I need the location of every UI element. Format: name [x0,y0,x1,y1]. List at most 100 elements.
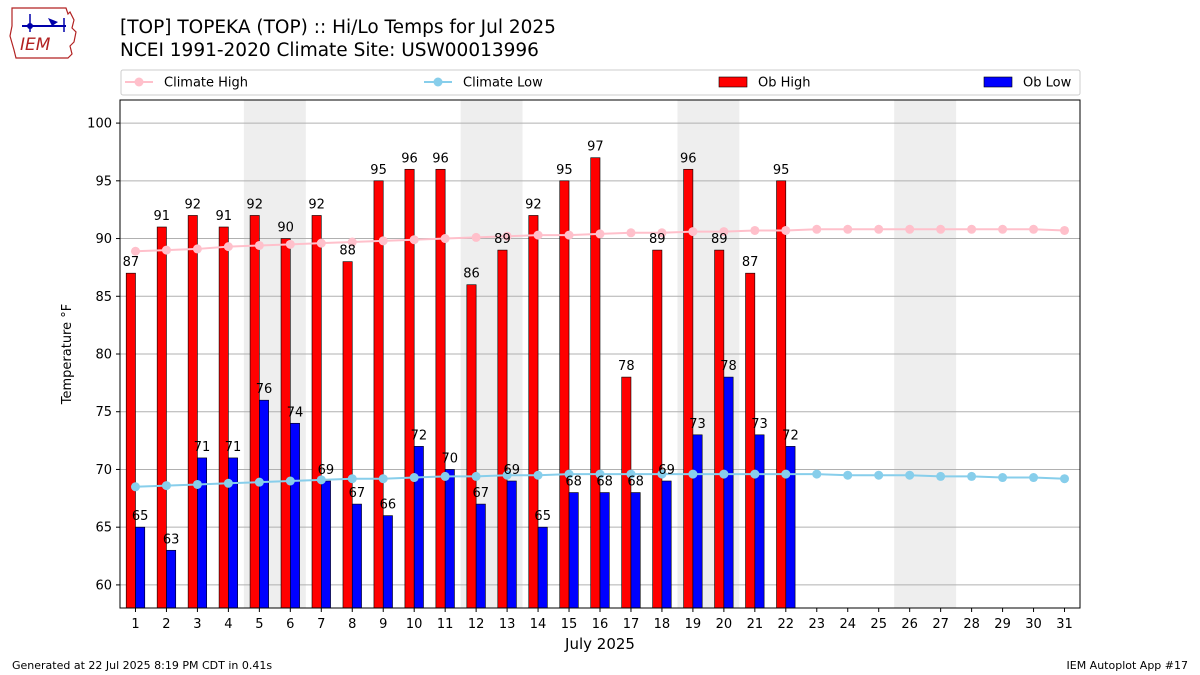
climate-high-point [936,224,946,234]
climate-high-point [626,228,636,238]
climate-low-point [1029,473,1039,483]
ob-high-bar-label: 92 [525,197,542,212]
ob-low-bar [135,526,146,609]
climate-low-point [595,469,605,479]
x-tick-label: 7 [317,617,325,632]
x-tick-label: 3 [193,617,201,632]
climate-high-point [905,224,915,234]
footer-app: IEM Autoplot App #17 [1066,659,1189,672]
ob-low-bar-label: 67 [349,486,366,501]
climate-low-point [843,470,853,480]
climate-low-point [347,474,357,484]
climate-high-point [347,237,357,247]
ob-low-bar-label: 73 [689,417,706,432]
ob-low-bar-label: 69 [318,463,335,478]
ob-high-bar-label: 88 [339,244,356,259]
x-tick-label: 25 [870,617,887,632]
x-tick-label: 19 [685,617,702,632]
ob-high-bar [280,238,291,609]
climate-high-point [161,245,171,255]
ob-low-bar-label: 69 [658,463,675,478]
ob-high-bar [187,215,198,609]
climate-high-point [502,231,512,241]
ob-high-bar [559,180,570,609]
x-tick-label: 5 [255,617,263,632]
climate-high-point [843,224,853,234]
climate-low-point [502,470,512,480]
ob-high-bar [342,261,353,609]
ob-low-bar [506,480,517,609]
ob-low-bar-label: 67 [473,486,490,501]
ob-low-bar [723,376,734,609]
ob-low-bar [568,492,579,609]
climate-low-point [378,474,388,484]
climate-low-point [285,476,295,486]
x-tick-label: 2 [162,617,170,632]
y-tick-label: 75 [95,405,112,420]
legend-ob-low-text: Ob Low [1023,76,1072,91]
climate-high-point [688,227,698,237]
ob-high-bar [652,249,663,609]
climate-lines [130,224,1070,492]
ob-high-bar [745,272,756,609]
ob-high-bar-label: 87 [123,255,140,270]
x-tick-label: 30 [1025,617,1042,632]
x-tick-label: 13 [499,617,516,632]
climate-high-point [1060,225,1070,235]
ob-high-bar-label: 95 [556,163,573,178]
bars [125,157,796,609]
climate-low-point [905,470,915,480]
climate-high-point [533,230,543,240]
ob-low-bar [259,399,269,609]
x-tick-label: 31 [1056,617,1073,632]
x-tick-label: 28 [963,617,980,632]
climate-low-point [130,482,140,492]
ob-high-bar-label: 91 [215,209,232,224]
legend-climate-low-marker [433,77,443,87]
climate-low-point [564,469,574,479]
climate-low-point [750,469,760,479]
legend-ob-low-swatch [983,76,1013,88]
ob-low-bar [630,492,641,609]
ob-low-bar-label: 65 [534,509,551,524]
climate-low-point [471,471,481,481]
x-tick-label: 4 [224,617,232,632]
y-tick-label: 85 [95,290,112,305]
ob-high-bar [714,249,725,609]
x-tick-label: 11 [437,617,454,632]
ob-high-bar [156,226,167,609]
ob-low-bar [599,492,610,609]
climate-low-point [626,469,636,479]
climate-high-point [223,242,233,252]
climate-high-point [1029,224,1039,234]
ob-low-bar-label: 68 [565,475,582,490]
x-tick-label: 9 [379,617,387,632]
x-tick-label: 26 [901,617,918,632]
legend-box [120,69,1081,96]
x-tick-label: 20 [716,617,733,632]
ob-high-bar-label: 95 [773,163,790,178]
ob-high-bar-label: 96 [432,151,449,166]
ob-high-bar-label: 78 [618,359,635,374]
climate-low-point [719,469,729,479]
ob-high-bar-label: 92 [185,197,202,212]
ob-low-bar-label: 71 [194,440,211,455]
ob-low-bar [661,480,672,609]
chart-title-line1: [TOP] TOPEKA (TOP) :: Hi/Lo Temps for Ju… [120,17,556,38]
x-tick-label: 15 [561,617,578,632]
ob-high-bar [776,180,787,609]
climate-low-point [409,473,419,483]
ob-low-bar [351,503,362,609]
x-tick-label: 6 [286,617,294,632]
ob-high-bar [218,226,229,609]
x-tick-label: 29 [994,617,1011,632]
iem-logo: IEM [8,6,82,60]
y-tick-label: 95 [95,174,112,189]
ob-low-bar-label: 72 [782,428,799,443]
ob-high-bar-label: 92 [246,197,263,212]
climate-low-point [657,469,667,479]
ob-high-bar-label: 89 [711,232,728,247]
x-tick-label: 21 [747,617,764,632]
ob-low-bar-label: 70 [442,451,459,466]
